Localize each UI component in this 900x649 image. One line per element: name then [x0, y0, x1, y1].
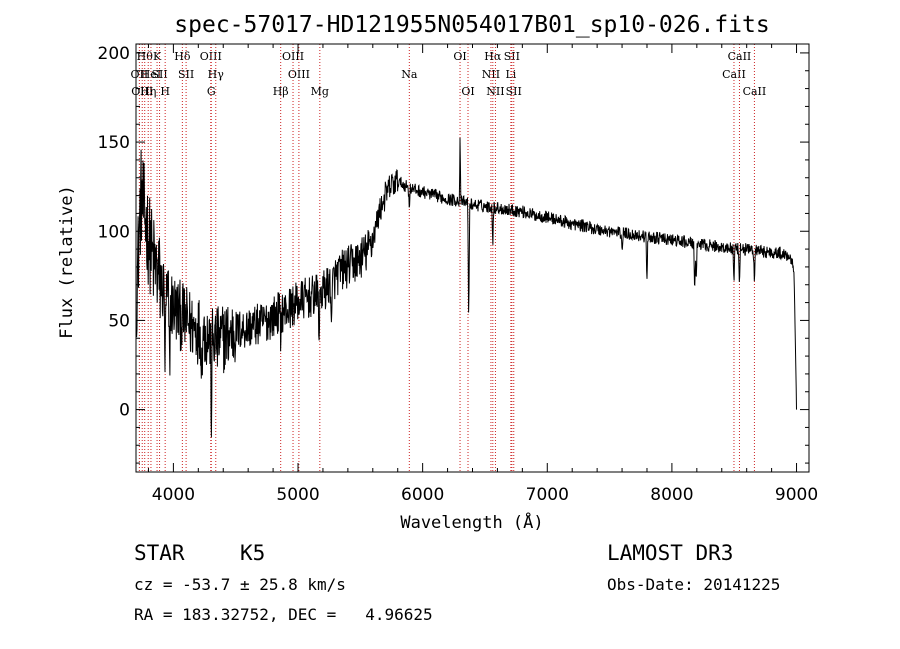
spectral-line-label: G	[207, 85, 216, 98]
spectral-line-label: OIII	[288, 68, 310, 81]
redshift-text: cz = -53.7 ± 25.8 km/s	[134, 575, 346, 594]
x-tick-label: 4000	[152, 485, 195, 505]
spectral-line-label: Li	[505, 68, 516, 81]
spectral-line-label: H	[160, 85, 170, 98]
plot-area: OIIOIIIHθHηHeIKSIIHHδSIIOIIIGHγHβOIIIOII…	[131, 44, 797, 472]
x-axis-label: Wavelength (Å)	[400, 511, 543, 533]
spectral-line-label: CaII	[743, 85, 767, 98]
spectral-line-label: SII	[178, 68, 194, 81]
spectral-line-label: Hγ	[208, 68, 225, 81]
spectral-line-label: HeI	[141, 68, 161, 81]
spectral-line-label: Hβ	[273, 85, 289, 98]
object-subclass: K5	[240, 541, 265, 565]
x-tick-label: 5000	[276, 485, 319, 505]
y-tick-label: 150	[98, 133, 130, 153]
y-tick-label: 200	[98, 44, 130, 64]
axis-ticks: 4000 5000 6000 7000 8000 9000 0 50 100 150 200	[98, 44, 819, 505]
spectral-line-label: OIII	[282, 50, 304, 63]
y-tick-label: 0	[119, 401, 130, 421]
spectrum-line	[136, 137, 797, 438]
radec-text: RA = 183.32752, DEC = 4.96625	[134, 605, 433, 624]
spectral-line-label: Mg	[311, 85, 329, 98]
obs-date-text: Obs-Date: 20141225	[607, 575, 780, 594]
spectral-line-label: Hη	[140, 85, 156, 98]
spectral-line-label: Hα	[484, 50, 502, 63]
spectral-line-label: NII	[482, 68, 500, 81]
object-class: STAR	[134, 541, 185, 565]
spectral-line-label: Hδ	[174, 50, 191, 63]
spectral-line-label: K	[153, 50, 162, 63]
y-tick-label: 100	[98, 222, 130, 242]
spectral-line-label: OI	[453, 50, 466, 63]
spectral-line-label: NII	[486, 85, 504, 98]
x-tick-label: 6000	[401, 485, 444, 505]
x-tick-label: 7000	[526, 485, 569, 505]
plot-frame	[135, 43, 810, 473]
spectral-line-label: SII	[504, 50, 520, 63]
survey-name: LAMOST DR3	[607, 541, 733, 565]
chart-title: spec-57017-HD121955N054017B01_sp10-026.f…	[174, 12, 769, 38]
spectral-line-label: CaII	[722, 68, 746, 81]
x-tick-label: 9000	[775, 485, 818, 505]
spectral-line-label: CaII	[728, 50, 752, 63]
spectral-line-label: SII	[151, 68, 167, 81]
y-axis-label: Flux (relative)	[57, 185, 77, 339]
spectral-line-label: OI	[461, 85, 474, 98]
spectral-line-label: SII	[506, 85, 522, 98]
spectral-line-label: OII	[131, 68, 149, 81]
y-tick-label: 50	[108, 311, 130, 331]
x-tick-label: 8000	[650, 485, 693, 505]
spectral-line-label: Na	[401, 68, 418, 81]
